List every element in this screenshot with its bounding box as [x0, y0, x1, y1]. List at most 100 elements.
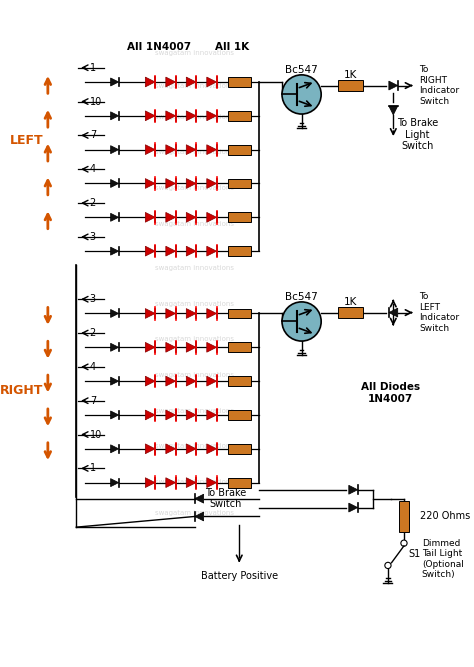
Circle shape: [385, 562, 391, 568]
Text: swagatam innovations: swagatam innovations: [155, 83, 234, 89]
Text: 10: 10: [90, 97, 102, 107]
Polygon shape: [166, 342, 175, 352]
Polygon shape: [389, 308, 398, 317]
Polygon shape: [195, 494, 204, 503]
Polygon shape: [207, 246, 217, 256]
Text: swagatam innovations: swagatam innovations: [155, 49, 234, 55]
Text: To Brake
Switch: To Brake Switch: [205, 488, 246, 510]
Text: Battery Positive: Battery Positive: [201, 571, 278, 581]
Polygon shape: [110, 78, 118, 86]
Bar: [228, 376, 251, 386]
Text: swagatam innovations: swagatam innovations: [155, 185, 234, 191]
Polygon shape: [146, 212, 155, 222]
Polygon shape: [207, 111, 217, 121]
Polygon shape: [146, 444, 155, 454]
Polygon shape: [166, 111, 175, 121]
Bar: [338, 307, 363, 318]
Polygon shape: [207, 444, 217, 454]
Polygon shape: [186, 212, 196, 222]
Polygon shape: [207, 342, 217, 352]
Polygon shape: [166, 77, 175, 87]
Text: swagatam innovations: swagatam innovations: [155, 265, 234, 271]
Polygon shape: [207, 77, 217, 87]
Text: swagatam innovations: swagatam innovations: [155, 336, 234, 342]
Text: Bc547: Bc547: [285, 65, 318, 75]
Polygon shape: [146, 410, 155, 420]
Polygon shape: [207, 410, 217, 420]
Text: Bc547: Bc547: [285, 291, 318, 301]
Bar: [228, 410, 251, 420]
Polygon shape: [186, 376, 196, 386]
Polygon shape: [166, 444, 175, 454]
Polygon shape: [186, 179, 196, 188]
Text: LEFT: LEFT: [10, 134, 44, 147]
Polygon shape: [146, 179, 155, 188]
Polygon shape: [110, 411, 118, 419]
Text: 3: 3: [90, 232, 96, 242]
Polygon shape: [166, 478, 175, 488]
Polygon shape: [186, 77, 196, 87]
Text: 4: 4: [90, 362, 96, 372]
Polygon shape: [166, 145, 175, 155]
Polygon shape: [166, 376, 175, 386]
Polygon shape: [110, 213, 118, 221]
Bar: [228, 246, 251, 256]
Text: All Diodes
1N4007: All Diodes 1N4007: [361, 382, 420, 404]
Text: swagatam innovations: swagatam innovations: [155, 149, 234, 155]
Polygon shape: [207, 309, 217, 318]
Polygon shape: [110, 112, 118, 120]
Circle shape: [401, 540, 407, 546]
Text: To Brake
Light
Switch: To Brake Light Switch: [397, 118, 438, 151]
Bar: [228, 145, 251, 155]
Polygon shape: [146, 77, 155, 87]
Bar: [228, 77, 251, 87]
Polygon shape: [110, 247, 118, 255]
Polygon shape: [195, 512, 204, 521]
Polygon shape: [207, 179, 217, 188]
Text: swagatam innovations: swagatam innovations: [155, 408, 234, 414]
Text: Dimmed
Tail Light
(Optional
Switch): Dimmed Tail Light (Optional Switch): [422, 539, 464, 579]
Polygon shape: [389, 81, 398, 90]
Text: 220 Ohms: 220 Ohms: [420, 512, 470, 522]
Text: All 1N4007: All 1N4007: [127, 42, 191, 52]
Polygon shape: [186, 246, 196, 256]
Polygon shape: [110, 377, 118, 385]
Bar: [399, 501, 410, 532]
Polygon shape: [166, 309, 175, 318]
Bar: [228, 478, 251, 488]
Text: 7: 7: [90, 396, 96, 406]
Polygon shape: [146, 145, 155, 155]
Polygon shape: [186, 444, 196, 454]
Text: RIGHT: RIGHT: [0, 384, 44, 397]
Polygon shape: [166, 179, 175, 188]
Polygon shape: [146, 342, 155, 352]
Polygon shape: [110, 179, 118, 187]
Text: swagatam innovations: swagatam innovations: [155, 301, 234, 307]
Text: swagatam innovations: swagatam innovations: [155, 113, 234, 119]
Bar: [228, 342, 251, 352]
Polygon shape: [186, 478, 196, 488]
Bar: [228, 111, 251, 121]
Text: 1K: 1K: [344, 70, 357, 80]
Polygon shape: [146, 111, 155, 121]
Polygon shape: [186, 309, 196, 318]
Bar: [228, 179, 251, 188]
Polygon shape: [166, 212, 175, 222]
Polygon shape: [110, 145, 118, 153]
Bar: [228, 444, 251, 454]
Polygon shape: [207, 212, 217, 222]
Text: 1K: 1K: [344, 297, 357, 307]
Text: All 1K: All 1K: [215, 42, 249, 52]
Polygon shape: [166, 246, 175, 256]
Polygon shape: [166, 410, 175, 420]
Circle shape: [282, 302, 321, 341]
Text: 2: 2: [90, 328, 96, 338]
Bar: [228, 212, 251, 222]
Text: To
RIGHT
Indicator
Switch: To RIGHT Indicator Switch: [419, 65, 459, 105]
Polygon shape: [110, 309, 118, 317]
Text: swagatam innovations: swagatam innovations: [155, 443, 234, 449]
Polygon shape: [146, 376, 155, 386]
Polygon shape: [110, 344, 118, 352]
Text: 4: 4: [90, 164, 96, 174]
Circle shape: [282, 75, 321, 114]
